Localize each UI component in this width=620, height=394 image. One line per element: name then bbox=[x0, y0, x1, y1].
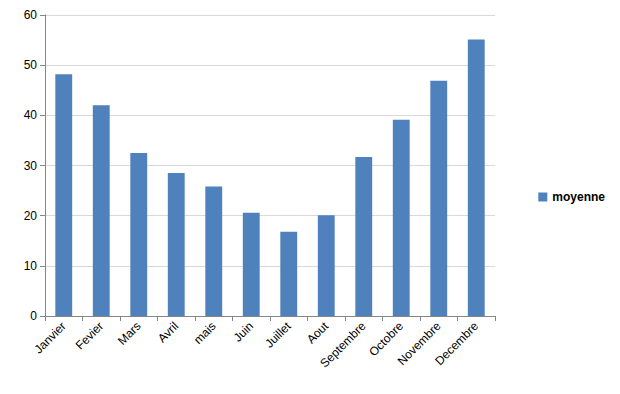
svg-text:Juillet: Juillet bbox=[262, 319, 294, 351]
svg-text:Septembre: Septembre bbox=[317, 319, 369, 371]
svg-text:Fevier: Fevier bbox=[73, 319, 106, 352]
svg-text:Decembre: Decembre bbox=[432, 319, 481, 368]
svg-text:Octobre: Octobre bbox=[366, 319, 407, 360]
svg-text:20: 20 bbox=[24, 209, 38, 223]
svg-text:60: 60 bbox=[24, 8, 38, 22]
svg-text:Mars: Mars bbox=[115, 319, 144, 348]
svg-text:40: 40 bbox=[24, 108, 38, 122]
svg-text:Aout: Aout bbox=[304, 319, 332, 347]
svg-text:Janvier: Janvier bbox=[31, 319, 68, 356]
svg-text:50: 50 bbox=[24, 58, 38, 72]
svg-text:Juin: Juin bbox=[231, 319, 256, 344]
svg-text:10: 10 bbox=[24, 259, 38, 273]
svg-text:Novembre: Novembre bbox=[394, 319, 444, 369]
svg-text:30: 30 bbox=[24, 159, 38, 173]
svg-text:mais: mais bbox=[191, 319, 219, 347]
svg-text:Avril: Avril bbox=[155, 319, 181, 345]
svg-text:moyenne: moyenne bbox=[552, 190, 605, 204]
svg-text:0: 0 bbox=[30, 309, 37, 323]
